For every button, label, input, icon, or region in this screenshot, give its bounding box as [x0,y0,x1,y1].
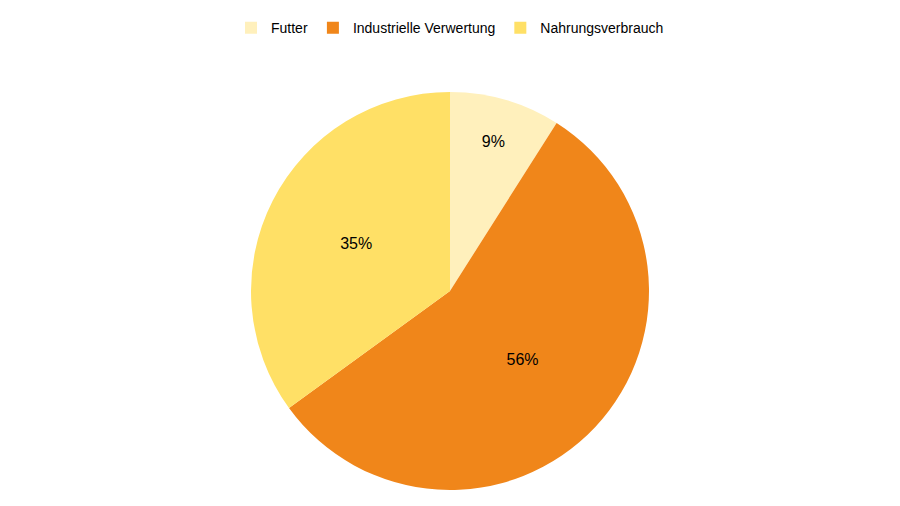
svg-text:Industrielle Verwertung: Industrielle Verwertung [353,20,495,36]
svg-text:56%: 56% [507,351,539,368]
svg-text:35%: 35% [340,235,372,252]
svg-text:Futter: Futter [271,20,308,36]
svg-text:9%: 9% [482,133,505,150]
svg-text:Nahrungsverbrauch: Nahrungsverbrauch [540,20,663,36]
